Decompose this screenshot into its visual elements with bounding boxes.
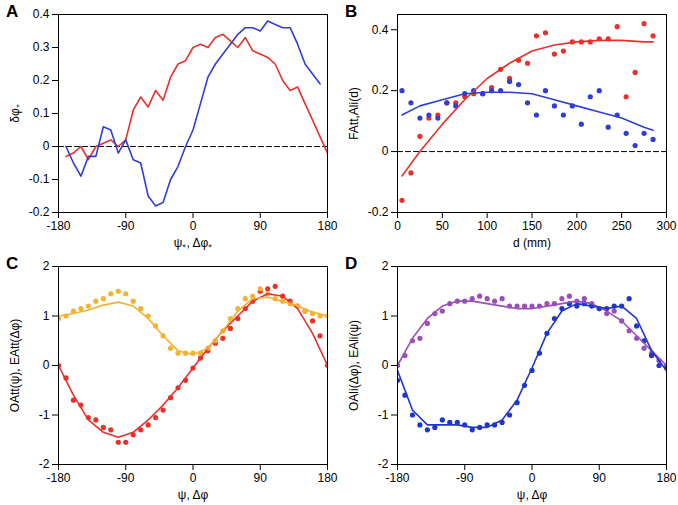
svg-text:0: 0: [382, 144, 389, 158]
svg-text:0: 0: [43, 358, 50, 372]
svg-text:180: 180: [656, 471, 676, 485]
svg-text:0.4: 0.4: [33, 7, 50, 21]
svg-text:ψ, Δφ: ψ, Δφ: [178, 488, 209, 502]
html-text:C: C: [6, 254, 19, 273]
svg-text:-180: -180: [385, 471, 409, 485]
svg-text:0.1: 0.1: [33, 106, 50, 120]
svg-text:-1: -1: [378, 408, 389, 422]
svg-text:-0.1: -0.1: [29, 172, 50, 186]
svg-text:1: 1: [382, 309, 389, 323]
svg-text:100: 100: [477, 219, 497, 233]
svg-text:150: 150: [522, 219, 542, 233]
svg-text:300: 300: [656, 219, 676, 233]
svg-text:0: 0: [190, 219, 197, 233]
svg-text:0: 0: [43, 139, 50, 153]
svg-text:-90: -90: [456, 471, 474, 485]
svg-text:-0.2: -0.2: [368, 205, 389, 219]
svg-text:0.3: 0.3: [33, 40, 50, 54]
svg-text:90: 90: [254, 219, 268, 233]
svg-text:2: 2: [43, 259, 50, 273]
svg-text:50: 50: [436, 219, 450, 233]
svg-text:250: 250: [612, 219, 632, 233]
html-text:B: B: [345, 2, 358, 21]
svg-text:OAtt(ψ), EAtt(Δφ): OAtt(ψ), EAtt(Δφ): [8, 319, 22, 413]
svg-text:FAtt,Ali(d): FAtt,Ali(d): [347, 87, 361, 140]
svg-text:-2: -2: [39, 457, 50, 471]
svg-text:0: 0: [394, 219, 401, 233]
svg-text:-90: -90: [117, 219, 135, 233]
html-text:D: D: [345, 254, 358, 273]
svg-text:d (mm): d (mm): [513, 236, 551, 250]
svg-text:OAli(Δφ), EAli(ψ): OAli(Δφ), EAli(ψ): [347, 320, 361, 411]
svg-text:-180: -180: [46, 471, 70, 485]
svg-text:0.4: 0.4: [372, 23, 389, 37]
svg-text:0.2: 0.2: [33, 73, 50, 87]
svg-text:-0.2: -0.2: [29, 205, 50, 219]
svg-text:0: 0: [190, 471, 197, 485]
svg-text:-90: -90: [117, 471, 135, 485]
svg-text:90: 90: [254, 471, 268, 485]
svg-text:0: 0: [529, 471, 536, 485]
svg-text:2: 2: [382, 259, 389, 273]
svg-text:-1: -1: [39, 408, 50, 422]
svg-text:ψ, Δφ: ψ, Δφ: [517, 488, 548, 502]
svg-text:1: 1: [43, 309, 50, 323]
svg-text:ψ₊, Δφ₊: ψ₊, Δφ₊: [174, 236, 212, 250]
svg-text:0: 0: [382, 358, 389, 372]
svg-text:180: 180: [317, 471, 337, 485]
html-text:A: A: [6, 2, 19, 21]
svg-text:0.2: 0.2: [372, 83, 389, 97]
svg-text:-2: -2: [378, 457, 389, 471]
svg-text:200: 200: [567, 219, 587, 233]
svg-text:δφ₊: δφ₊: [8, 104, 22, 122]
svg-text:90: 90: [593, 471, 607, 485]
svg-text:180: 180: [317, 219, 337, 233]
svg-text:-180: -180: [46, 219, 70, 233]
